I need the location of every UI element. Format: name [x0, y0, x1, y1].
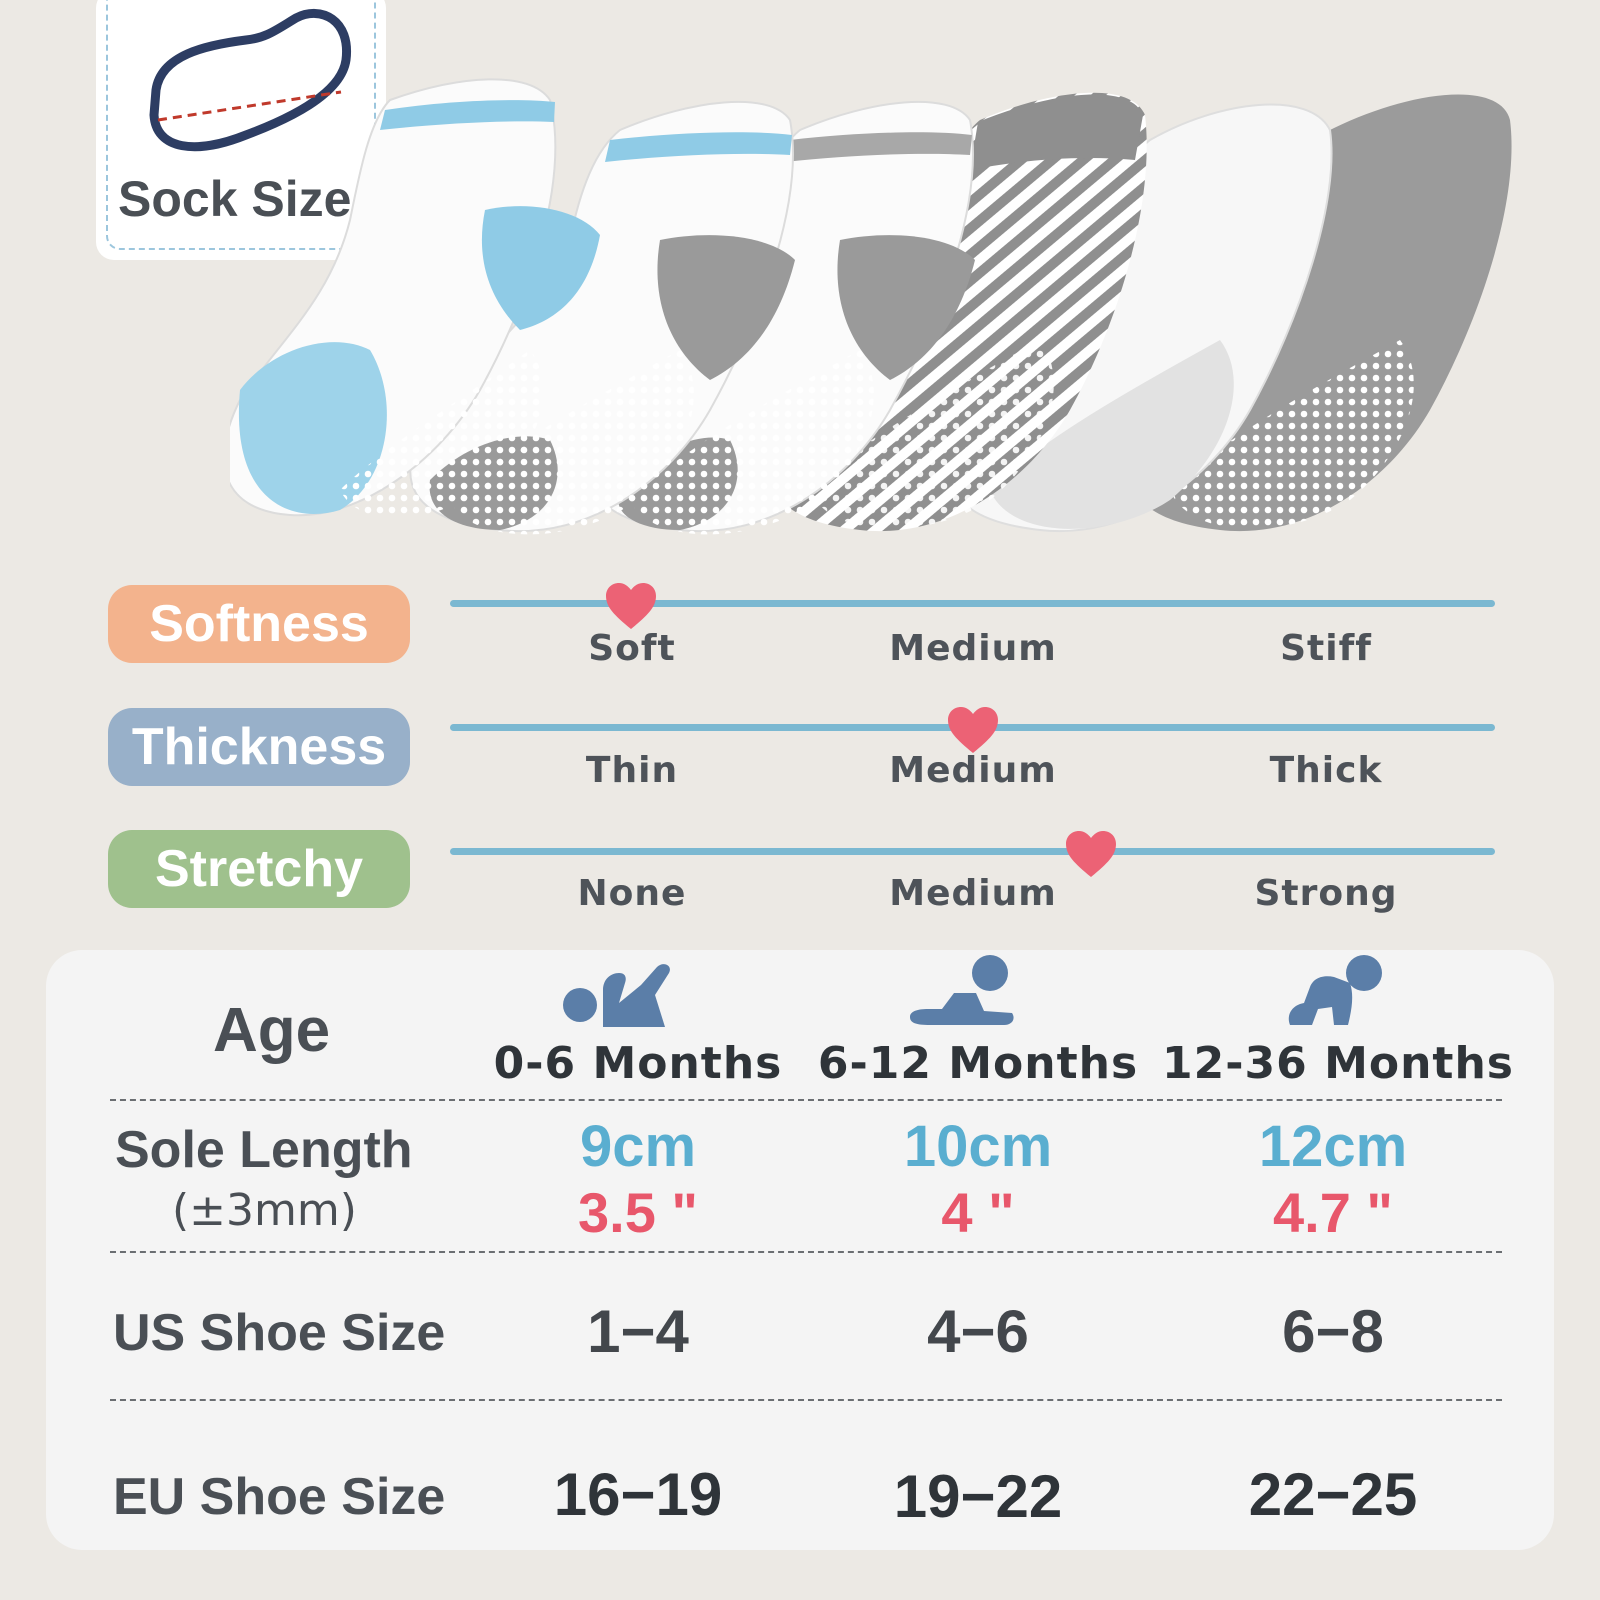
sock-size-label: Sock Size — [118, 171, 352, 227]
row-divider — [110, 1099, 1502, 1101]
thickness-heart-marker-icon — [948, 707, 998, 753]
softness-option-soft: Soft — [588, 628, 676, 669]
sole-length-cm-6-12: 10cm — [903, 1114, 1053, 1179]
sock-size-card: Sock Size — [96, 0, 386, 260]
softness-option-medium: Medium — [889, 628, 1057, 669]
age-column-0-6-months: 0-6 Months — [493, 1038, 783, 1089]
eu-shoe-size-12-36: 22−25 — [1248, 1461, 1418, 1528]
stretchy-option-medium: Medium — [889, 873, 1057, 914]
sock-1 — [230, 78, 600, 519]
stretchy-pill: Stretchy — [108, 830, 410, 908]
newborn-baby-icon — [563, 964, 670, 1027]
softness-scale-line — [450, 600, 1495, 607]
thickness-option-thin: Thin — [585, 750, 679, 791]
softness-label: Softness — [149, 595, 369, 653]
us-shoe-size-label: US Shoe Size — [113, 1304, 446, 1362]
us-shoe-size-12-36: 6−8 — [1282, 1298, 1384, 1365]
us-shoe-size-6-12: 4−6 — [927, 1298, 1029, 1365]
eu-shoe-size-6-12: 19−22 — [893, 1463, 1063, 1530]
sole-length-in-0-6: 3.5 " — [578, 1181, 698, 1244]
thickness-option-thick: Thick — [1269, 750, 1383, 791]
softness-heart-marker-icon — [606, 583, 656, 629]
toddler-baby-icon — [1288, 955, 1382, 1025]
size-chart-card — [46, 950, 1554, 1550]
sole-length-label: Sole Length — [115, 1121, 413, 1179]
softness-pill: Softness — [108, 585, 410, 663]
sole-length-tolerance: (±3mm) — [172, 1185, 357, 1236]
thickness-label: Thickness — [131, 718, 387, 776]
sole-length-in-12-36: 4.7 " — [1273, 1181, 1393, 1244]
sole-length-cm-12-36: 12cm — [1258, 1114, 1408, 1179]
row-divider — [110, 1399, 1502, 1401]
sole-length-cm-0-6: 9cm — [579, 1114, 697, 1179]
eu-shoe-size-0-6: 16−19 — [553, 1461, 723, 1528]
crawling-baby-icon — [910, 955, 1014, 1025]
age-column-6-12-months: 6-12 Months — [817, 1038, 1139, 1089]
thickness-option-medium: Medium — [889, 750, 1057, 791]
age-column-12-36-months: 12-36 Months — [1162, 1038, 1514, 1089]
us-shoe-size-0-6: 1−4 — [587, 1298, 689, 1365]
eu-shoe-size-label: EU Shoe Size — [113, 1468, 446, 1526]
stretchy-option-none: None — [577, 873, 687, 914]
softness-option-stiff: Stiff — [1280, 628, 1372, 669]
socks-product-image — [230, 78, 1512, 535]
stretchy-heart-marker-icon — [1066, 831, 1116, 877]
row-divider — [110, 1251, 1502, 1253]
sole-length-in-6-12: 4 " — [941, 1181, 1015, 1244]
thickness-pill: Thickness — [108, 708, 410, 786]
sock-outline-icon — [149, 9, 352, 152]
stretchy-scale-line — [450, 848, 1495, 855]
stretchy-label: Stretchy — [154, 840, 364, 898]
age-label: Age — [213, 996, 331, 1065]
stretchy-option-strong: Strong — [1254, 873, 1398, 914]
